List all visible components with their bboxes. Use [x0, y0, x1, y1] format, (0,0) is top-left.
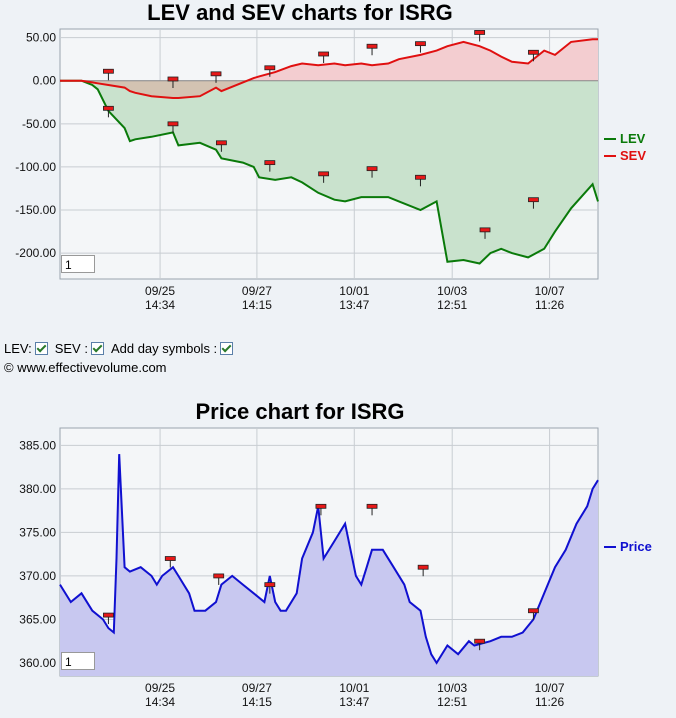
sev-day-marker: [474, 30, 486, 35]
bottom-zoom-input[interactable]: 1: [61, 652, 95, 670]
x-tick-date: 10/03: [437, 681, 467, 695]
y-tick-label: 365.00: [19, 612, 56, 626]
y-tick-label: -50.00: [22, 117, 56, 131]
plot-area: [59, 427, 599, 677]
price-day-marker: [164, 556, 176, 561]
x-tick-date: 09/27: [242, 284, 272, 298]
lev-line: [60, 79, 599, 265]
y-tick-label: -200.00: [15, 246, 56, 260]
y-tick-label: 0.00: [33, 74, 57, 88]
x-tick-date: 09/25: [145, 284, 175, 298]
x-tick-time: 13:47: [339, 298, 369, 312]
legend-lev-label: LEV: [620, 131, 646, 146]
sev-overlap-area: [60, 80, 598, 98]
price-line: [59, 454, 599, 665]
sev-day-marker: [103, 68, 114, 74]
lev-day-marker: [528, 197, 539, 203]
lev-day-marker: [318, 171, 330, 177]
x-tick-time: 12:51: [437, 298, 467, 312]
lev-day-marker: [479, 227, 491, 233]
legend-price-label: Price: [620, 539, 652, 554]
top-chart-title: LEV and SEV charts for ISRG: [147, 0, 453, 25]
x-tick-date: 10/07: [535, 284, 565, 298]
y-tick-label: 50.00: [26, 31, 56, 45]
y-tick-label: -150.00: [15, 203, 56, 217]
y-tick-label: 375.00: [19, 525, 56, 539]
y-tick-label: 360.00: [19, 656, 56, 670]
sev-toggle-label: SEV :: [54, 341, 88, 356]
lev-day-marker: [103, 105, 114, 111]
x-tick-time: 14:34: [145, 298, 175, 312]
lev-day-marker: [366, 166, 378, 172]
sev-line: [60, 38, 598, 99]
y-tick-label: 385.00: [19, 438, 56, 452]
lev-day-marker: [215, 140, 227, 146]
x-tick-time: 14:15: [242, 298, 272, 312]
sev-day-marker: [264, 65, 276, 71]
lev-day-marker: [264, 160, 276, 166]
legend-sev-label: SEV: [620, 148, 646, 163]
sev-area: [60, 39, 598, 81]
price-day-marker: [315, 503, 327, 509]
x-tick-time: 11:26: [535, 298, 564, 312]
x-tick-date: 09/25: [145, 681, 175, 695]
x-tick-time: 12:51: [437, 695, 467, 709]
x-tick-time: 14:15: [242, 695, 272, 709]
sev-day-marker: [318, 51, 330, 57]
x-tick-time: 14:34: [145, 695, 175, 709]
x-tick-date: 10/07: [535, 681, 565, 695]
lev-day-marker: [167, 121, 179, 127]
lev-day-marker: [415, 174, 426, 180]
x-tick-date: 10/01: [339, 284, 369, 298]
lev-toggle-label: LEV:: [4, 341, 32, 356]
copyright-text: © www.effectivevolume.com: [4, 360, 167, 375]
sev-day-marker: [366, 43, 378, 49]
top-zoom-input[interactable]: 1: [61, 255, 95, 273]
sev-checkbox[interactable]: [90, 342, 104, 355]
sev-day-marker: [210, 71, 222, 77]
sev-day-marker: [167, 76, 179, 82]
x-tick-date: 09/27: [242, 681, 272, 695]
price-day-marker: [528, 608, 539, 614]
lev-checkbox[interactable]: [34, 342, 48, 355]
bottom-chart-title: Price chart for ISRG: [195, 399, 405, 424]
series-toggles: LEV: SEV : Add day symbols :: [4, 341, 237, 356]
price-day-marker: [103, 612, 114, 618]
y-tick-label: 380.00: [19, 482, 56, 496]
sev-day-marker: [528, 49, 539, 55]
price-day-marker: [264, 582, 276, 588]
x-tick-time: 13:47: [339, 695, 369, 709]
price-day-marker: [474, 638, 486, 644]
day-symbols-label: Add day symbols :: [110, 341, 218, 356]
price-day-marker: [213, 573, 225, 579]
sev-day-marker: [415, 41, 426, 47]
price-day-marker: [417, 564, 429, 570]
day-symbols-checkbox[interactable]: [220, 342, 234, 355]
price-day-marker: [366, 503, 378, 509]
x-tick-date: 10/03: [437, 284, 467, 298]
x-tick-time: 11:26: [535, 695, 564, 709]
price-area: [60, 454, 598, 676]
y-tick-label: 370.00: [19, 569, 56, 583]
x-tick-date: 10/01: [339, 681, 369, 695]
y-tick-label: -100.00: [15, 160, 56, 174]
